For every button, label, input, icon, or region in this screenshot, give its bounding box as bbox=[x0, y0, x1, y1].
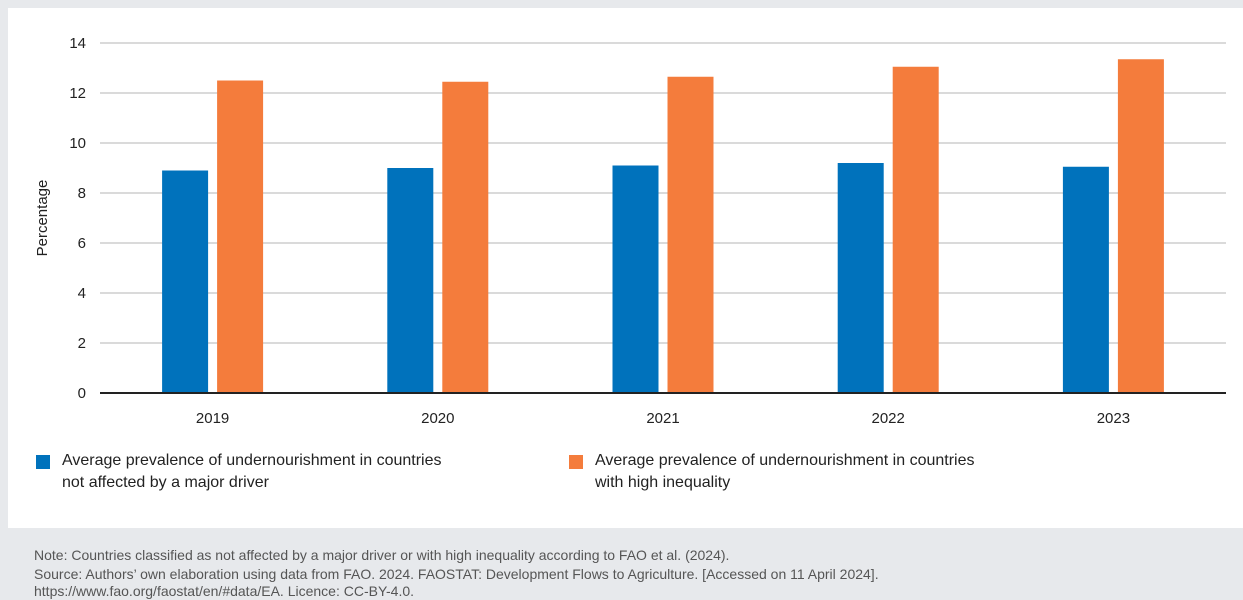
bars bbox=[162, 59, 1164, 393]
legend-label-line1: Average prevalence of undernourishment i… bbox=[595, 452, 975, 469]
bar-2021-series-1 bbox=[612, 165, 659, 393]
y-tick-label: 6 bbox=[78, 235, 86, 252]
legend-swatch-blue bbox=[36, 455, 50, 469]
y-tick-label: 8 bbox=[78, 185, 86, 202]
y-tick-label: 12 bbox=[69, 85, 86, 102]
bar-2020-series-1 bbox=[387, 168, 434, 393]
bar-2021-series-2 bbox=[667, 76, 714, 393]
chart-source: Source: Authors’ own elaboration using d… bbox=[34, 566, 1214, 600]
source-line2: https://www.fao.org/faostat/en/#data/EA.… bbox=[34, 583, 415, 599]
bar-2023-series-2 bbox=[1117, 59, 1164, 393]
legend-label-line2: not affected by a major driver bbox=[62, 474, 269, 491]
bar-2020-series-2 bbox=[442, 81, 489, 393]
legend-label: Average prevalence of undernourishment i… bbox=[595, 450, 1065, 494]
legend-item-high-inequality: Average prevalence of undernourishment i… bbox=[569, 450, 1065, 494]
y-tick-label: 2 bbox=[78, 335, 86, 352]
source-line1: Source: Authors’ own elaboration using d… bbox=[34, 566, 879, 582]
chart-note: Note: Countries classified as not affect… bbox=[34, 547, 730, 563]
legend-label-line2: with high inequality bbox=[595, 474, 731, 491]
x-tick-label: 2023 bbox=[1097, 410, 1130, 427]
y-tick-label: 10 bbox=[69, 135, 86, 152]
bar-2019-series-1 bbox=[162, 170, 209, 393]
x-axis-ticks: 2019 2020 2021 2022 2023 bbox=[196, 410, 1130, 427]
legend-label: Average prevalence of undernourishment i… bbox=[62, 450, 532, 494]
x-tick-label: 2022 bbox=[872, 410, 905, 427]
y-tick-label: 0 bbox=[78, 385, 86, 402]
y-tick-label: 4 bbox=[78, 285, 86, 302]
bar-2022-series-1 bbox=[837, 163, 884, 393]
grid-lines bbox=[100, 42, 1226, 344]
bar-2023-series-1 bbox=[1062, 166, 1109, 393]
legend-swatch-orange bbox=[569, 455, 583, 469]
x-tick-label: 2019 bbox=[196, 410, 229, 427]
x-tick-label: 2020 bbox=[421, 410, 454, 427]
bar-2022-series-2 bbox=[892, 66, 939, 393]
y-axis-label: Percentage bbox=[34, 180, 51, 257]
x-tick-label: 2021 bbox=[646, 410, 679, 427]
y-axis-ticks: 0 2 4 6 8 10 12 14 bbox=[69, 35, 86, 402]
bar-2019-series-2 bbox=[217, 80, 264, 393]
y-tick-label: 14 bbox=[69, 35, 86, 52]
legend-item-not-affected: Average prevalence of undernourishment i… bbox=[36, 450, 532, 494]
legend: Average prevalence of undernourishment i… bbox=[36, 450, 1186, 500]
legend-label-line1: Average prevalence of undernourishment i… bbox=[62, 452, 442, 469]
